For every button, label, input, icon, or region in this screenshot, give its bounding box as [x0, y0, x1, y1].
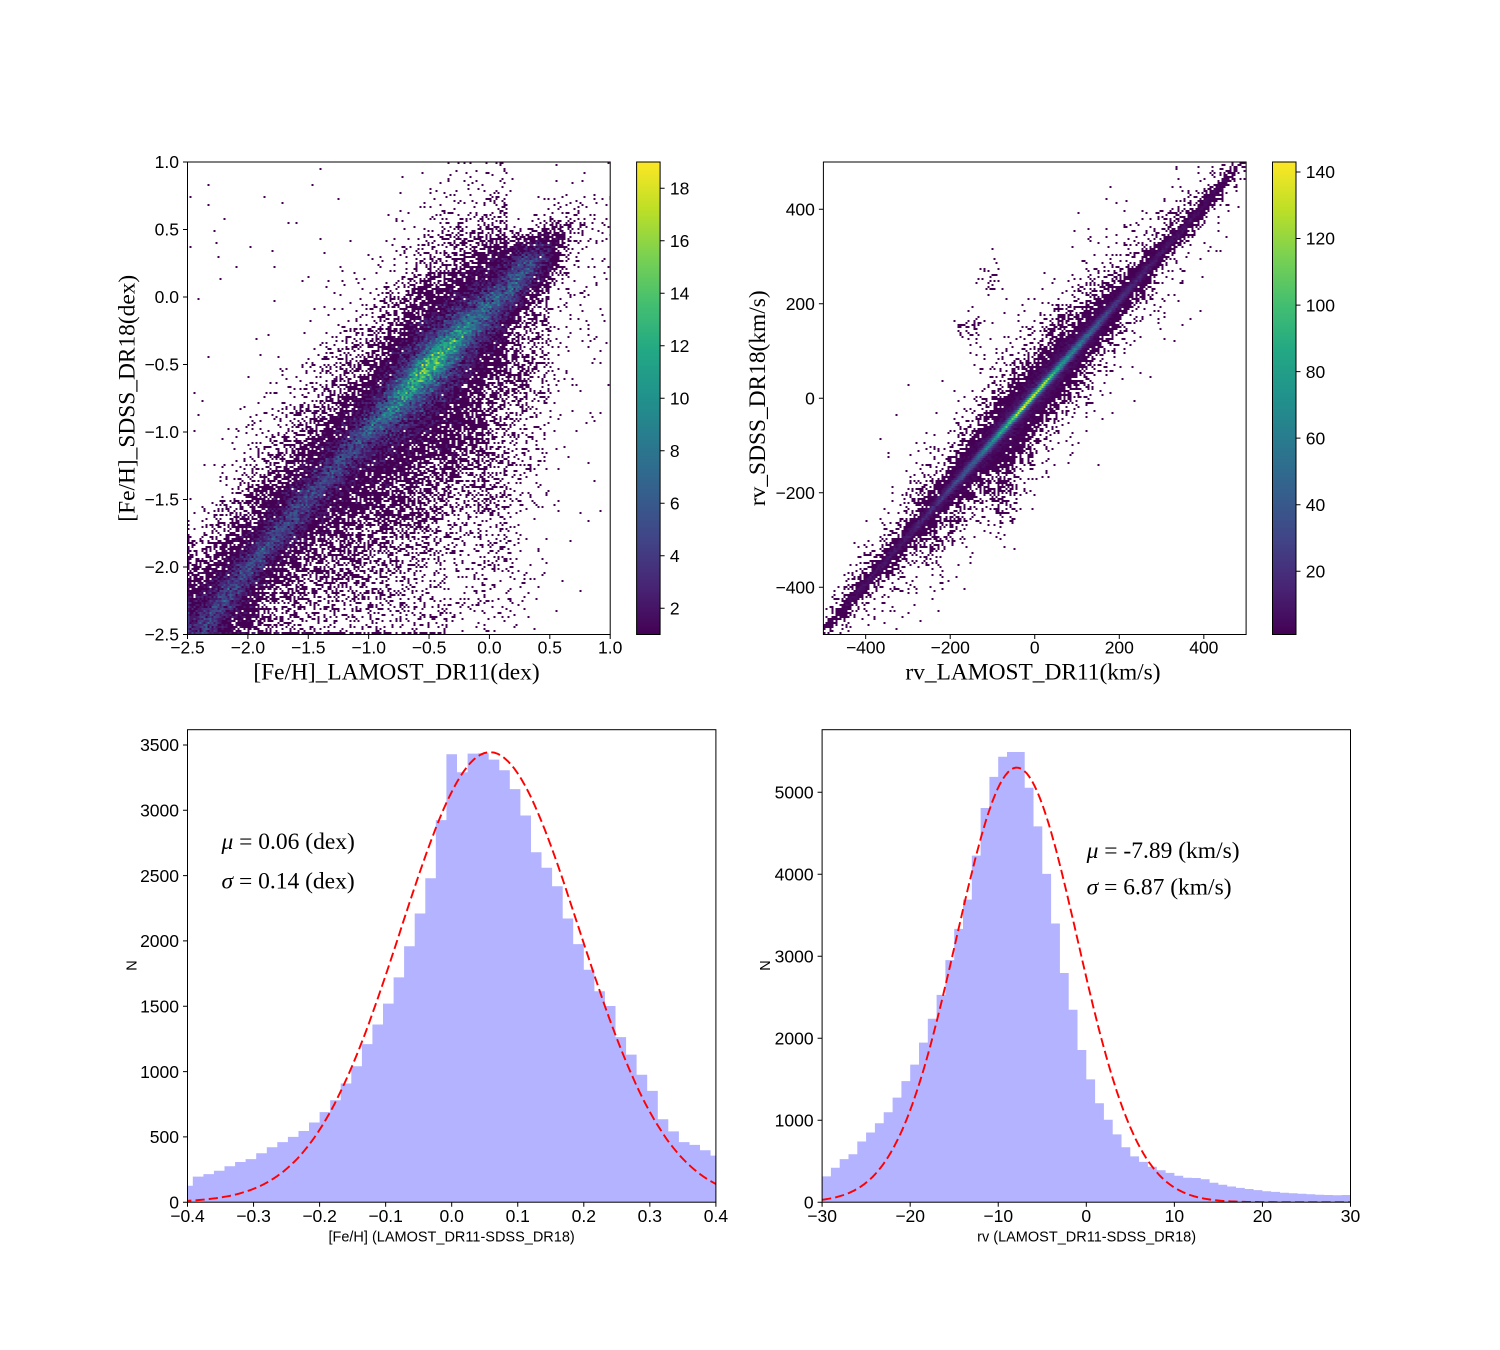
- svg-text:0.5: 0.5: [155, 220, 179, 240]
- svg-text:12: 12: [670, 336, 689, 356]
- svg-text:−2.0: −2.0: [144, 557, 179, 577]
- svg-text:0: 0: [169, 1192, 179, 1212]
- svg-text:−0.4: −0.4: [170, 1206, 205, 1226]
- svg-text:1000: 1000: [140, 1062, 179, 1082]
- svg-text:6: 6: [670, 493, 680, 513]
- svg-text:μ = -7.89 (km/s): μ = -7.89 (km/s): [1086, 838, 1240, 864]
- svg-text:−1.5: −1.5: [144, 490, 179, 510]
- svg-text:−1.5: −1.5: [291, 638, 326, 658]
- svg-text:−1.0: −1.0: [351, 638, 386, 658]
- svg-text:120: 120: [1306, 229, 1335, 249]
- svg-text:[Fe/H]_SDSS_DR18(dex): [Fe/H]_SDSS_DR18(dex): [115, 275, 141, 522]
- svg-text:0.3: 0.3: [638, 1206, 662, 1226]
- svg-text:14: 14: [670, 283, 690, 303]
- svg-text:0.2: 0.2: [572, 1206, 596, 1226]
- svg-text:2: 2: [670, 598, 680, 618]
- svg-text:0.0: 0.0: [440, 1206, 465, 1226]
- svg-text:−200: −200: [775, 483, 815, 503]
- svg-text:−1.0: −1.0: [144, 422, 179, 442]
- svg-text:−0.2: −0.2: [302, 1206, 337, 1226]
- svg-text:−2.5: −2.5: [170, 638, 205, 658]
- svg-text:1500: 1500: [140, 996, 179, 1016]
- svg-text:1000: 1000: [775, 1110, 814, 1130]
- svg-text:0: 0: [1081, 1206, 1091, 1226]
- svg-text:2500: 2500: [140, 866, 179, 886]
- svg-text:200: 200: [786, 294, 815, 314]
- svg-text:0.0: 0.0: [477, 638, 502, 658]
- svg-text:−10: −10: [983, 1206, 1013, 1226]
- svg-text:N: N: [124, 960, 140, 970]
- svg-text:σ = 6.87 (km/s): σ = 6.87 (km/s): [1087, 875, 1232, 901]
- svg-text:−0.5: −0.5: [412, 638, 447, 658]
- svg-text:0: 0: [805, 388, 815, 408]
- svg-text:−20: −20: [895, 1206, 925, 1226]
- svg-text:4000: 4000: [775, 864, 814, 884]
- svg-text:3000: 3000: [140, 801, 179, 821]
- svg-text:2000: 2000: [140, 931, 179, 951]
- svg-text:10: 10: [1165, 1206, 1185, 1226]
- svg-text:0.1: 0.1: [506, 1206, 530, 1226]
- svg-text:−200: −200: [930, 638, 970, 658]
- svg-text:8: 8: [670, 441, 680, 461]
- svg-text:140: 140: [1306, 162, 1335, 182]
- svg-text:−400: −400: [775, 577, 815, 597]
- svg-text:−0.5: −0.5: [144, 355, 179, 375]
- svg-text:−2.5: −2.5: [144, 625, 179, 645]
- svg-text:−0.1: −0.1: [368, 1206, 403, 1226]
- svg-text:N: N: [758, 960, 774, 970]
- svg-text:20: 20: [1253, 1206, 1273, 1226]
- svg-text:μ = 0.06 (dex): μ = 0.06 (dex): [221, 829, 355, 855]
- svg-text:0: 0: [1030, 638, 1040, 658]
- svg-text:80: 80: [1306, 362, 1326, 382]
- svg-text:−30: −30: [807, 1206, 837, 1226]
- svg-text:200: 200: [1105, 638, 1134, 658]
- svg-text:400: 400: [1189, 638, 1218, 658]
- svg-text:4: 4: [670, 546, 680, 566]
- svg-text:rv (LAMOST_DR11-SDSS_DR18): rv (LAMOST_DR11-SDSS_DR18): [977, 1230, 1196, 1246]
- svg-text:σ = 0.14 (dex): σ = 0.14 (dex): [222, 868, 355, 894]
- svg-text:[Fe/H] (LAMOST_DR11-SDSS_DR18): [Fe/H] (LAMOST_DR11-SDSS_DR18): [328, 1230, 574, 1246]
- svg-text:10: 10: [670, 388, 690, 408]
- svg-text:3500: 3500: [140, 735, 179, 755]
- svg-text:−0.3: −0.3: [236, 1206, 271, 1226]
- svg-text:[Fe/H]_LAMOST_DR11(dex): [Fe/H]_LAMOST_DR11(dex): [253, 660, 539, 686]
- svg-text:1.0: 1.0: [155, 152, 180, 172]
- svg-text:rv_SDSS_DR18(km/s): rv_SDSS_DR18(km/s): [745, 290, 771, 506]
- svg-text:−400: −400: [846, 638, 886, 658]
- svg-text:1.0: 1.0: [598, 638, 623, 658]
- svg-text:0: 0: [804, 1192, 814, 1212]
- svg-text:20: 20: [1306, 561, 1326, 581]
- svg-text:5000: 5000: [775, 782, 814, 802]
- svg-text:rv_LAMOST_DR11(km/s): rv_LAMOST_DR11(km/s): [905, 660, 1160, 686]
- svg-text:0.4: 0.4: [704, 1206, 729, 1226]
- svg-text:18: 18: [670, 178, 689, 198]
- svg-text:30: 30: [1341, 1206, 1361, 1226]
- svg-text:2000: 2000: [775, 1028, 814, 1048]
- svg-text:400: 400: [786, 199, 815, 219]
- svg-text:100: 100: [1306, 295, 1335, 315]
- svg-text:16: 16: [670, 231, 689, 251]
- svg-text:0.0: 0.0: [155, 287, 180, 307]
- svg-text:60: 60: [1306, 428, 1326, 448]
- svg-text:3000: 3000: [775, 946, 814, 966]
- svg-text:40: 40: [1306, 495, 1326, 515]
- svg-text:−2.0: −2.0: [231, 638, 266, 658]
- svg-text:500: 500: [150, 1127, 179, 1147]
- svg-text:0.5: 0.5: [538, 638, 562, 658]
